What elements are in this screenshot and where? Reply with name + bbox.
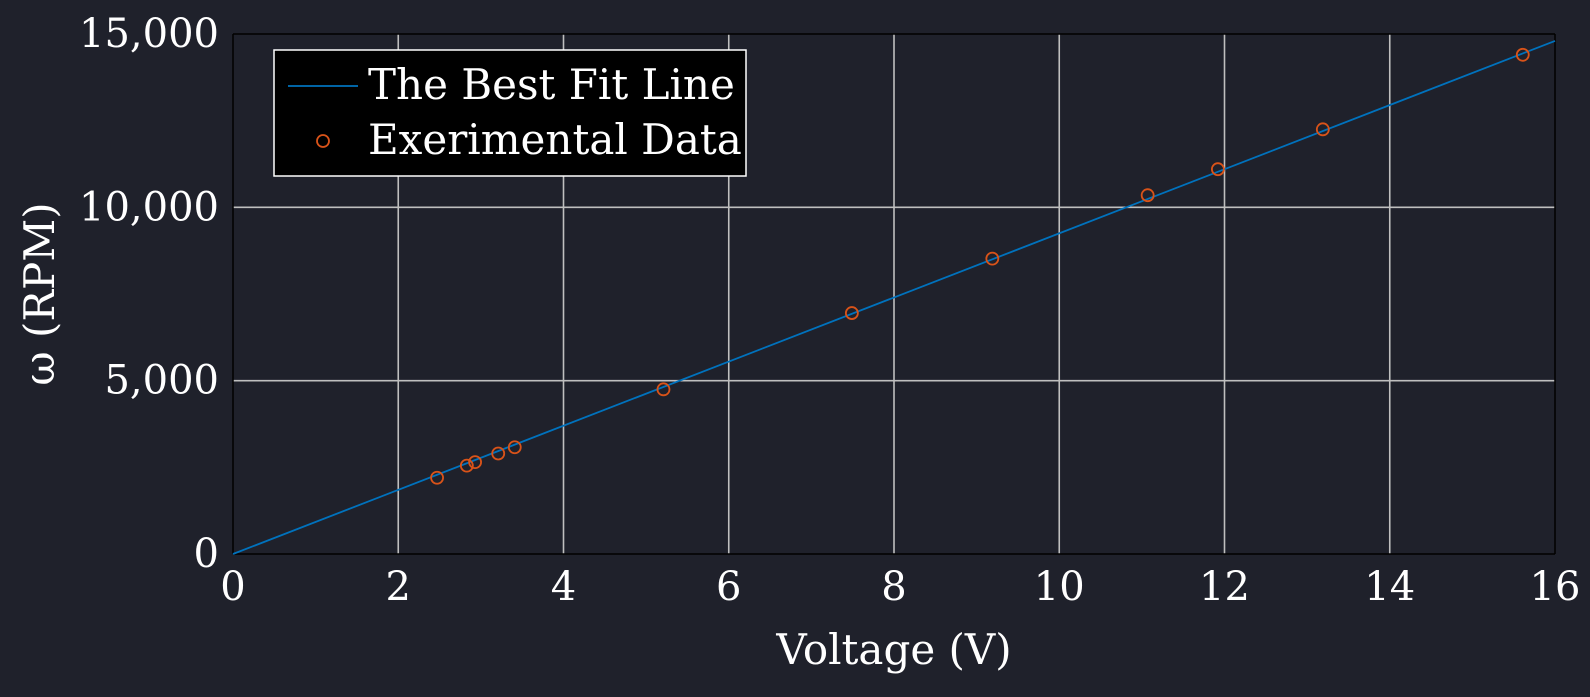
legend-marker-swatch (316, 134, 330, 148)
legend-box (273, 49, 747, 177)
data-point (656, 382, 671, 397)
data-point (1515, 47, 1530, 62)
x-tick-label: 12 (1199, 564, 1250, 610)
axes-layer (232, 33, 1556, 555)
x-tick-label: 0 (220, 564, 245, 610)
x-tick-label: 14 (1364, 564, 1415, 610)
y-tick-label: 10,000 (79, 184, 219, 230)
legend-label-experimental: Exerimental Data (368, 115, 742, 164)
y-tick-label: 0 (194, 531, 219, 577)
data-point (507, 440, 522, 455)
x-tick-label: 10 (1034, 564, 1085, 610)
data-point (1210, 162, 1225, 177)
x-tick-label: 16 (1530, 564, 1581, 610)
y-tick-label: 15,000 (79, 11, 219, 57)
data-point (844, 306, 859, 320)
x-tick-label: 6 (716, 564, 741, 610)
series-layer (232, 40, 1556, 555)
data-point (491, 446, 506, 461)
data-point (459, 458, 474, 473)
data-point (1315, 122, 1330, 137)
x-tick-label: 2 (386, 564, 411, 610)
legend-label-best-fit: The Best Fit Line (368, 60, 735, 109)
data-point (1140, 188, 1155, 203)
best-fit-line (232, 40, 1556, 555)
data-point (468, 455, 482, 470)
y-axis-label: ω (RPM) (15, 202, 64, 385)
data-point (430, 470, 444, 485)
x-tick-label: 4 (551, 564, 576, 610)
tick-labels: 0 2 4 6 8 10 12 14 16 0 5,000 10,000 15,000 (79, 11, 1580, 610)
legend: The Best Fit Line Exerimental Data (273, 49, 747, 177)
x-tick-label: 8 (881, 564, 906, 610)
x-axis-label: Voltage (V) (775, 625, 1011, 674)
y-tick-label: 5,000 (104, 358, 219, 404)
data-point (985, 251, 1000, 266)
